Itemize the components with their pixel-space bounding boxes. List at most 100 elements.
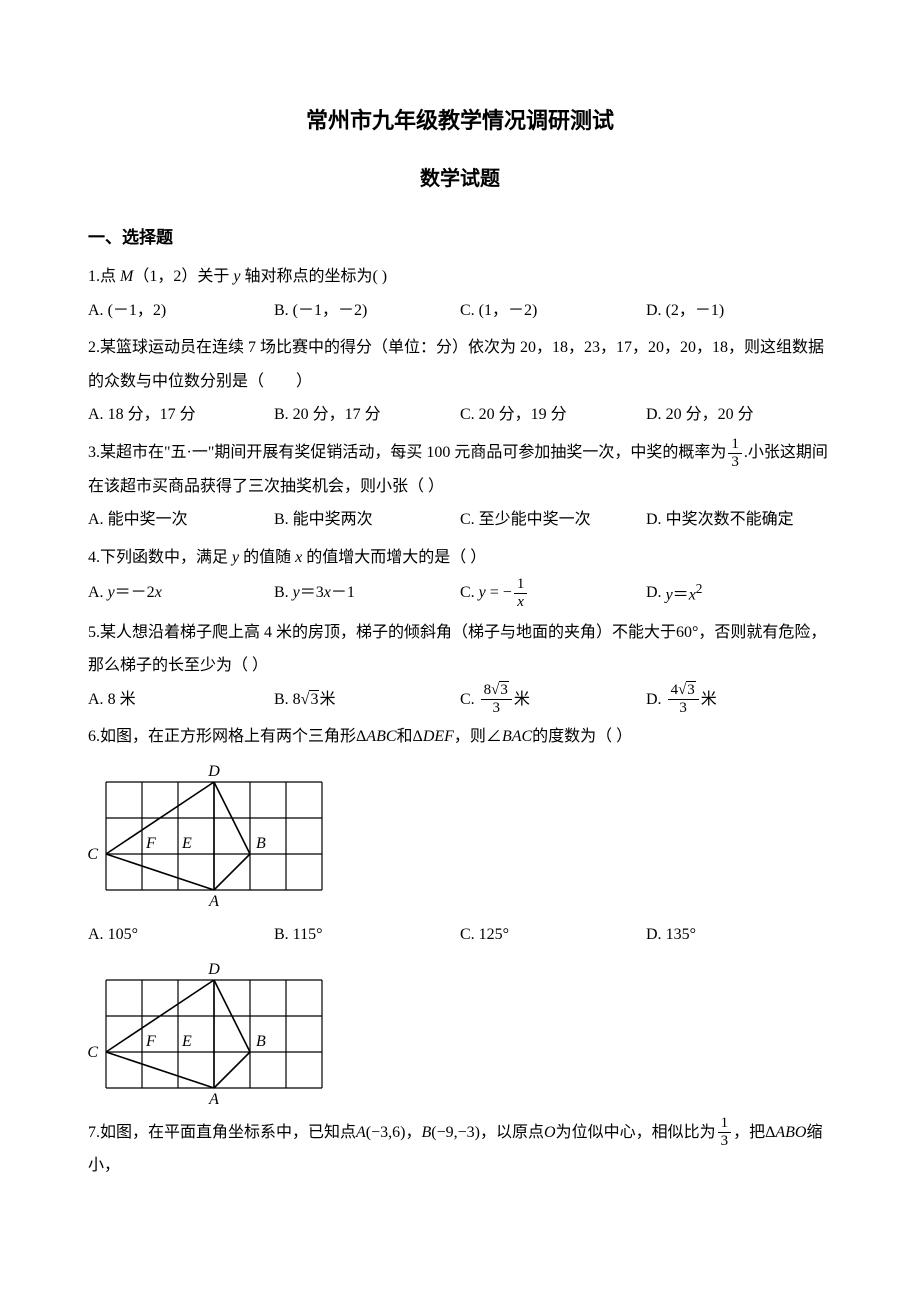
q3-frac-den: 3 [728, 454, 742, 470]
q3-frac-num: 1 [728, 437, 742, 454]
q1-mid: （1，2）关于 [133, 268, 233, 285]
svg-text:A: A [208, 893, 219, 908]
opt-label-d: D. [646, 503, 662, 537]
q4-d-math: y＝x2 [666, 575, 703, 612]
q1-pre: 1.点 [88, 268, 120, 285]
question-1-text: 1.点 M（1，2）关于 y 轴对称点的坐标为( ) [88, 260, 832, 294]
opt-label-d: D. [646, 918, 662, 952]
page-title-main: 常州市九年级教学情况调研测试 [88, 100, 832, 142]
q3-a-text: 能中奖一次 [108, 503, 188, 537]
q4-post: 的值增大而增大的是（ ） [302, 549, 486, 566]
opt-label-b: B. [274, 683, 289, 717]
q7-a-coord: (−3,6) [366, 1124, 406, 1141]
q6-post: 的度数为（ ） [532, 728, 632, 745]
q2-d-text: 20 分，20 分 [666, 398, 754, 432]
q1-a-text: (－1，2) [108, 294, 167, 328]
q4-option-b: B. y＝3x－1 [274, 575, 460, 612]
q6-b-text: 115° [293, 918, 323, 952]
q4-a-math: y＝－2x [108, 576, 162, 610]
q7-mid3: 为位似中心，相似比为 [556, 1124, 716, 1141]
svg-text:D: D [207, 962, 220, 978]
question-4: 4.下列函数中，满足 y 的值随 x 的值增大而增大的是（ ） A. y＝－2x… [88, 541, 832, 612]
opt-label-c: C. [460, 294, 475, 328]
q7-pre: 7.如图，在平面直角坐标系中，已知点 [88, 1124, 356, 1141]
svg-text:E: E [181, 835, 192, 852]
question-7-text: 7.如图，在平面直角坐标系中，已知点A(−3,6)，B(−9,−3)，以原点O为… [88, 1116, 832, 1183]
question-6: 6.如图，在正方形网格上有两个三角形ΔABC和ΔDEF，则∠BAC的度数为（ ）… [88, 720, 832, 1105]
q6-figure-1: DABCEF [88, 764, 832, 908]
q4-mid: 的值随 [239, 549, 295, 566]
svg-text:B: B [256, 835, 266, 852]
question-6-text: 6.如图，在正方形网格上有两个三角形ΔABC和ΔDEF，则∠BAC的度数为（ ） [88, 720, 832, 754]
q6-figure-2: DABCEF [88, 962, 832, 1106]
question-1-options: A. (－1，2) B. (－1，－2) C. (1，－2) D. (2，－1) [88, 294, 832, 328]
q2-option-d: D. 20 分，20 分 [646, 398, 832, 432]
svg-text:C: C [88, 846, 98, 863]
question-2-options: A. 18 分，17 分 B. 20 分，17 分 C. 20 分，19 分 D… [88, 398, 832, 432]
q6-d-text: 135° [666, 918, 696, 952]
question-4-text: 4.下列函数中，满足 y 的值随 x 的值增大而增大的是（ ） [88, 541, 832, 575]
svg-text:A: A [208, 1091, 219, 1106]
opt-label-d: D. [646, 576, 662, 610]
question-1: 1.点 M（1，2）关于 y 轴对称点的坐标为( ) A. (－1，2) B. … [88, 260, 832, 327]
opt-label-c: C. [460, 576, 475, 610]
page-title-sub: 数学试题 [88, 160, 832, 198]
opt-label-d: D. [646, 398, 662, 432]
opt-label-a: A. [88, 576, 104, 610]
q6-option-b: B. 115° [274, 918, 460, 952]
svg-text:B: B [256, 1033, 266, 1050]
q3-b-text: 能中奖两次 [293, 503, 373, 537]
q1-b-text: (－1，－2) [293, 294, 368, 328]
opt-label-c: C. [460, 918, 475, 952]
q7-ABO: ABO [775, 1124, 806, 1141]
opt-label-d: D. [646, 683, 662, 717]
q1-option-b: B. (－1，－2) [274, 294, 460, 328]
question-3: 3.某超市在"五·一"期间开展有奖促销活动，每买 100 元商品可参加抽奖一次，… [88, 436, 832, 537]
question-5-options: A. 8 米 B. 83米 C. 833米 D. 433米 [88, 683, 832, 717]
q4-option-c: C. y = −1x [460, 575, 646, 612]
opt-label-a: A. [88, 398, 104, 432]
q5-d-unit: 米 [701, 683, 717, 717]
opt-label-a: A. [88, 503, 104, 537]
opt-label-c: C. [460, 683, 475, 717]
q6-option-a: A. 105° [88, 918, 274, 952]
svg-text:C: C [88, 1044, 98, 1061]
q2-a-text: 18 分，17 分 [108, 398, 196, 432]
grid-diagram-1: DABCEF [88, 764, 340, 908]
question-7: 7.如图，在平面直角坐标系中，已知点A(−3,6)，B(−9,−3)，以原点O为… [88, 1116, 832, 1183]
q5-option-b: B. 83米 [274, 683, 460, 717]
q3-c-text: 至少能中奖一次 [479, 503, 591, 537]
q7-O: O [544, 1124, 556, 1141]
q7-A: A [356, 1124, 366, 1141]
q7-frac-num: 1 [718, 1116, 732, 1133]
question-6-options: A. 105° B. 115° C. 125° D. 135° [88, 918, 832, 952]
q6-mid2: ，则∠ [454, 728, 502, 745]
svg-text:D: D [207, 764, 220, 780]
q3-option-b: B. 能中奖两次 [274, 503, 460, 537]
q7-mid2: ，以原点 [480, 1124, 544, 1141]
q1-post: 轴对称点的坐标为( ) [240, 268, 387, 285]
opt-label-b: B. [274, 918, 289, 952]
q5-d-frac: 433 [668, 683, 699, 716]
q4-option-a: A. y＝－2x [88, 575, 274, 612]
q7-mid: ， [405, 1124, 421, 1141]
q1-option-a: A. (－1，2) [88, 294, 274, 328]
q6-c-text: 125° [479, 918, 509, 952]
question-2-text: 2.某篮球运动员在连续 7 场比赛中的得分（单位：分）依次为 20，18，23，… [88, 331, 832, 398]
svg-text:F: F [145, 1033, 156, 1050]
q6-pre: 6.如图，在正方形网格上有两个三角形Δ [88, 728, 366, 745]
q6-a-text: 105° [108, 918, 138, 952]
q5-b-math: 83 [293, 683, 320, 717]
q6-bac: BAC [502, 728, 532, 745]
q1-d-text: (2，－1) [666, 294, 725, 328]
q7-frac-den: 3 [718, 1133, 732, 1149]
q5-a-text: 8 米 [108, 683, 136, 717]
q1-option-c: C. (1，－2) [460, 294, 646, 328]
q4-c-math: y = −1x [479, 576, 530, 610]
q3-option-a: A. 能中奖一次 [88, 503, 274, 537]
q6-option-c: C. 125° [460, 918, 646, 952]
q2-option-a: A. 18 分，17 分 [88, 398, 274, 432]
q2-option-b: B. 20 分，17 分 [274, 398, 460, 432]
q5-option-d: D. 433米 [646, 683, 832, 717]
opt-label-c: C. [460, 503, 475, 537]
